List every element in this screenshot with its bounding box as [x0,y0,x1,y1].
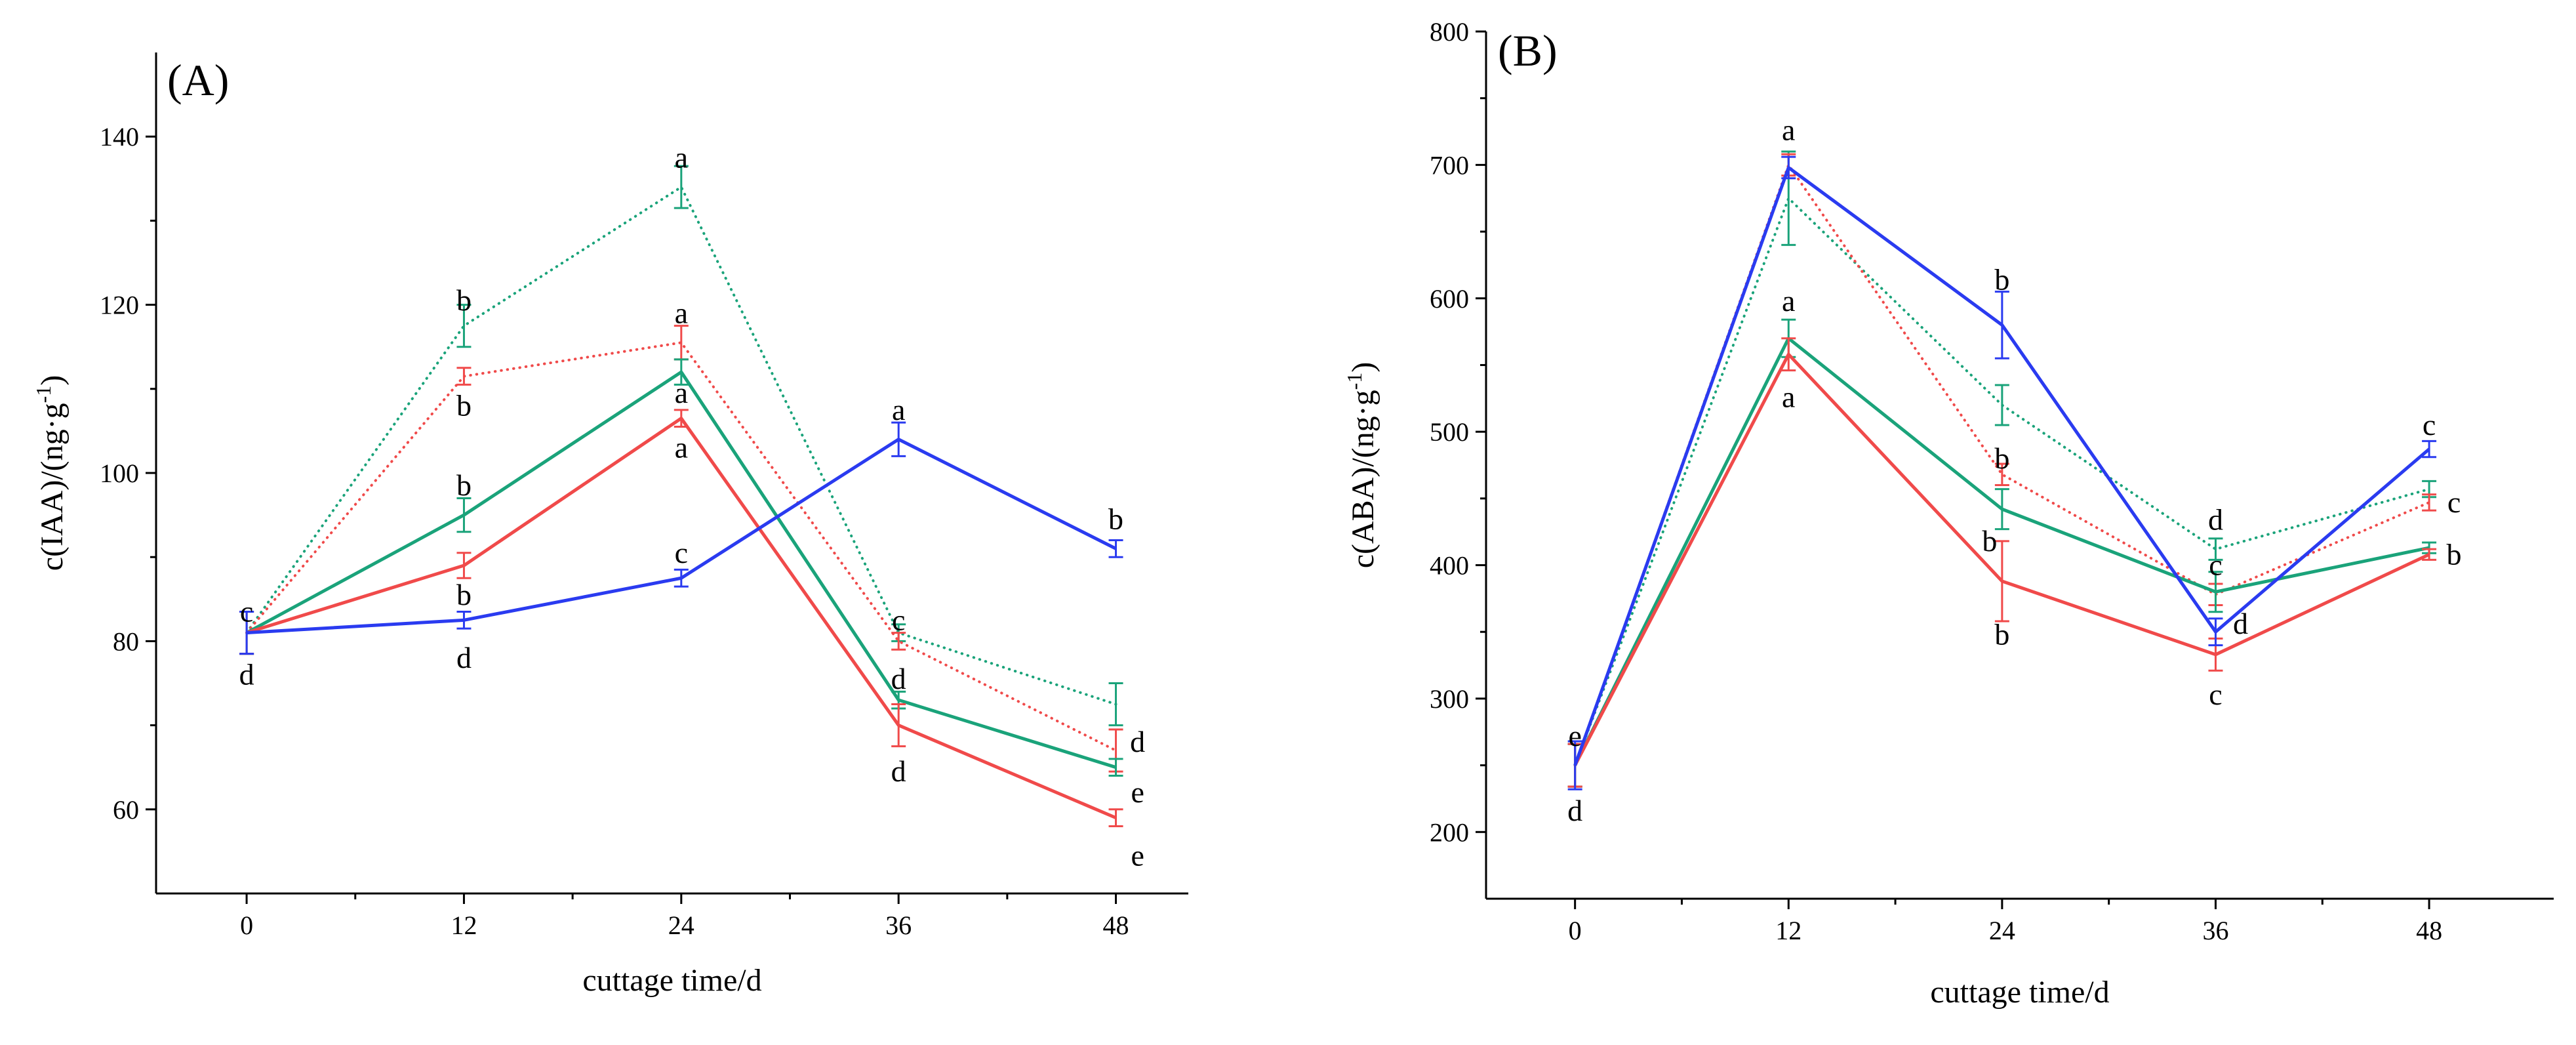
significance-letter: b [1994,441,2009,475]
y-tick-label: 700 [1430,150,1469,180]
x-tick-label: 24 [1989,916,2015,945]
significance-letter: a [675,376,688,409]
panel-label: (A) [167,55,229,105]
series-line-5 [1573,165,2430,766]
significance-letter: a [1782,113,1795,147]
series-line-3 [1573,337,2430,766]
series-line-4 [246,417,1117,819]
significance-letter: d [2208,502,2223,536]
series-line-5 [246,438,1117,635]
y-tick-label: 600 [1430,284,1469,314]
significance-letter: d [891,662,906,695]
significance-letter: b [1108,502,1123,536]
significance-letter: c [2209,678,2222,711]
significance-letter: a [1782,284,1795,318]
significance-letter: c [240,595,253,628]
x-tick-label: 24 [668,911,694,940]
panel-label: (B) [1498,26,1558,75]
significance-letter: c [892,603,905,636]
series-line-4 [1573,352,2430,766]
series-line-1 [245,186,1117,706]
significance-letter: c [2447,485,2461,519]
significance-letter: a [675,296,688,329]
y-axis-title: c(IAA)/(ng·g-1) [31,375,70,571]
significance-letter: b [456,578,472,611]
y-tick-label: 500 [1430,417,1469,447]
significance-letter: a [675,431,688,464]
x-tick-label: 36 [2202,916,2228,945]
y-tick-label: 60 [113,795,139,825]
series-line-3 [245,370,1117,769]
y-tick-label: 200 [1430,817,1469,847]
x-axis-title: cuttage time/d [1930,975,2109,1010]
significance-letter: d [1130,725,1145,758]
aba-chart: 200 300 400 500 600 700 800 0 12 24 36 48 cuttage ti… [1342,17,2554,1010]
significance-letter: c [2423,408,2436,441]
significance-letter: d [891,754,906,788]
series-line-1 [1573,197,2431,767]
significance-letter: b [1994,262,2009,296]
x-tick-label: 12 [1775,916,1801,945]
significance-letter: b [456,388,472,422]
significance-letter: b [1982,524,1997,558]
x-tick-label: 48 [2416,916,2442,945]
y-tick-label: 300 [1430,684,1469,714]
x-tick-label: 0 [1569,916,1582,945]
significance-letter: a [892,393,905,426]
series-line-2 [245,341,1117,752]
significance-letter: c [2209,548,2222,582]
iaa-chart: 60 80 100 120 140 0 12 24 36 48 cuttage time/d c(IA… [31,52,1188,998]
x-axis-title: cuttage time/d [582,963,761,998]
y-tick-label: 80 [113,626,139,656]
significance-letter: a [675,140,688,174]
significance-letter: b [2447,537,2462,571]
y-tick-label: 120 [100,291,139,320]
x-tick-label: 0 [240,911,253,940]
significance-letter: b [456,283,472,317]
y-tick-label: 140 [100,122,139,152]
x-tick-label: 36 [885,911,912,940]
y-tick-label: 800 [1430,17,1469,47]
significance-letter: b [456,468,472,502]
y-tick-label: 100 [100,459,139,488]
significance-letter: a [1782,380,1795,413]
significance-letter: e [1131,775,1144,809]
significance-letter: e [1131,838,1144,872]
x-tick-label: 48 [1103,911,1129,940]
y-axis-title: c(ABA)/(ng·g-1) [1342,362,1380,569]
significance-letter: d [456,641,472,674]
significance-letter: d [1567,794,1582,827]
x-tick-label: 12 [451,911,477,940]
significance-letter: c [675,536,688,569]
y-tick-label: 400 [1430,551,1469,581]
significance-letter: b [1994,617,2009,651]
significance-letter: d [239,658,254,691]
significance-letter: d [2233,607,2248,640]
significance-letter: e [1568,719,1581,752]
